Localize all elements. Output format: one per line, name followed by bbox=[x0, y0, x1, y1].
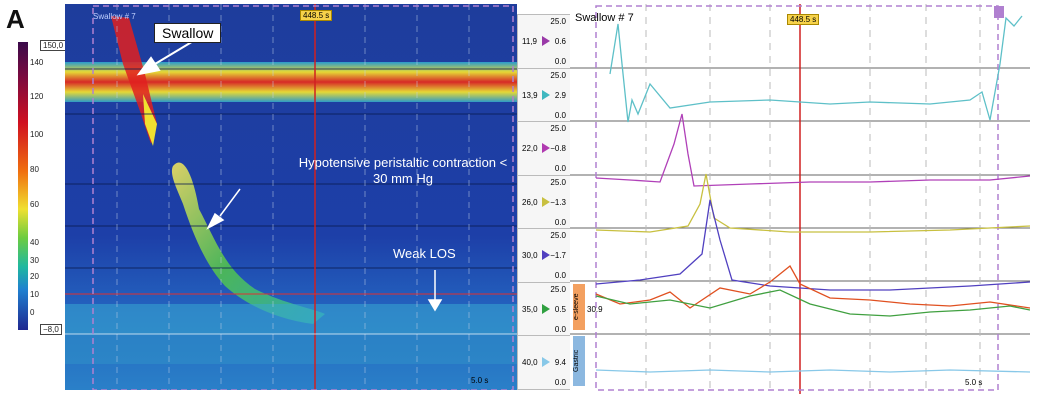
topography-plot bbox=[65, 4, 517, 390]
pressure-traces bbox=[570, 4, 1031, 394]
channel-position: 26,0 bbox=[522, 198, 538, 207]
channel-position: 13,9 bbox=[522, 91, 538, 100]
colorbar-tick: 60 bbox=[30, 200, 39, 209]
channel-min: 0.0 bbox=[554, 325, 566, 334]
traces-time-scale: 5.0 s bbox=[965, 378, 983, 387]
channel-max: 25.0 bbox=[550, 71, 566, 80]
colorbar-tick: 20 bbox=[30, 272, 39, 281]
channel-scale: 25.0 22,0 −0.8 0.0 bbox=[517, 121, 571, 176]
channel-max: 25.0 bbox=[550, 231, 566, 240]
channel-value: −1.3 bbox=[550, 198, 566, 207]
pressure-topography: 448.5 s Swallow # 7 5.0 s bbox=[65, 4, 517, 390]
traces-swallow-number: Swallow # 7 bbox=[575, 12, 634, 24]
channel-scale: 40,0 9.4 0.0 bbox=[517, 335, 571, 390]
channel-scale: 25.0 26,0 −1.3 0.0 bbox=[517, 175, 571, 230]
time-marker: 448.5 s bbox=[300, 10, 333, 21]
traces-plot bbox=[570, 4, 1031, 394]
colorbar-min: −8,0 bbox=[40, 324, 62, 335]
colorbar-tick: 0 bbox=[30, 308, 35, 317]
channel-value: 9.4 bbox=[554, 358, 566, 367]
colorbar-tick: 140 bbox=[30, 58, 44, 67]
channel-min: 0.0 bbox=[554, 271, 566, 280]
channel-scale: 25.0 13,9 2.9 0.0 bbox=[517, 68, 571, 123]
colorbar-gradient bbox=[18, 42, 28, 330]
swallow-callout: Swallow bbox=[154, 23, 222, 43]
channel-arrow-icon bbox=[542, 197, 550, 207]
channel-value: 0.5 bbox=[554, 305, 566, 314]
time-scale: 5.0 s bbox=[471, 376, 489, 385]
channel-position: 30,0 bbox=[522, 251, 538, 260]
colorbar-max: 150,0 bbox=[40, 40, 67, 51]
channel-max: 25.0 bbox=[550, 17, 566, 26]
hypotensive-annotation: Hypotensive peristaltic contraction < 30… bbox=[298, 155, 508, 186]
colorbar-tick: 80 bbox=[30, 165, 39, 174]
channel-min: 0.0 bbox=[554, 57, 566, 66]
channel-arrow-icon bbox=[542, 90, 550, 100]
channel-scale: 25.0 35,0 0.5 0.0 bbox=[517, 282, 571, 337]
colorbar-tick: 10 bbox=[30, 290, 39, 299]
channel-value: −1.7 bbox=[550, 251, 566, 260]
pressure-colorbar: 150,0 140 120 100 80 60 40 30 20 10 0 −8… bbox=[8, 40, 67, 360]
channel-min: 0.0 bbox=[554, 218, 566, 227]
channel-position: 11,9 bbox=[522, 37, 537, 46]
esleeve-tab: e-sleeve bbox=[573, 284, 585, 330]
channel-arrow-icon bbox=[542, 250, 550, 260]
channel-scale: 25.0 11,9 0.6 0.0 bbox=[517, 14, 571, 69]
esleeve-value: 30.9 bbox=[587, 305, 603, 314]
channel-min: 0.0 bbox=[554, 164, 566, 173]
channel-scale: 25.0 30,0 −1.7 0.0 bbox=[517, 228, 571, 283]
channel-value: −0.8 bbox=[550, 144, 566, 153]
channel-position: 22,0 bbox=[522, 144, 538, 153]
channel-max: 25.0 bbox=[550, 285, 566, 294]
traces-time-marker: 448.5 s bbox=[787, 14, 820, 25]
weak-los-annotation: Weak LOS bbox=[393, 246, 456, 261]
colorbar-tick: 100 bbox=[30, 130, 44, 139]
colorbar-tick: 30 bbox=[30, 256, 39, 265]
panel-label: A bbox=[6, 4, 25, 34]
channel-position: 40,0 bbox=[522, 358, 538, 367]
channel-arrow-icon bbox=[542, 36, 550, 46]
channel-arrow-icon bbox=[542, 357, 550, 367]
gastric-tab: Gastric bbox=[573, 336, 585, 386]
swallow-number: Swallow # 7 bbox=[93, 12, 136, 21]
channel-value: 2.9 bbox=[554, 91, 566, 100]
channel-arrow-icon bbox=[542, 304, 550, 314]
channel-min: 0.0 bbox=[554, 378, 566, 387]
channel-max: 25.0 bbox=[550, 178, 566, 187]
channel-arrow-icon bbox=[542, 143, 550, 153]
channel-value: 0.6 bbox=[554, 37, 566, 46]
channel-max: 25.0 bbox=[550, 124, 566, 133]
channel-position: 35,0 bbox=[522, 305, 538, 314]
colorbar-tick: 120 bbox=[30, 92, 44, 101]
channel-min: 0.0 bbox=[554, 111, 566, 120]
colorbar-tick: 40 bbox=[30, 238, 39, 247]
